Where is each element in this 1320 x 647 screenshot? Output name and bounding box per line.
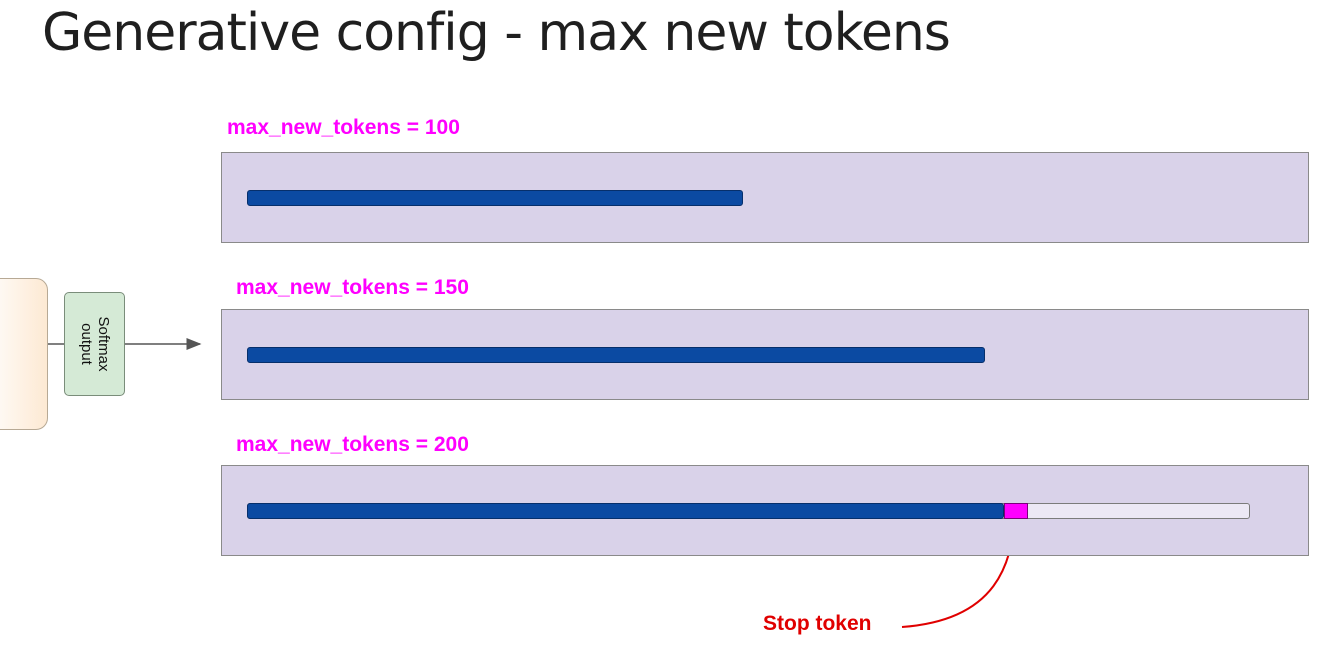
token-bar-100 bbox=[247, 190, 743, 206]
stop-token-marker bbox=[1004, 503, 1028, 519]
softmax-output-box: Softmax output bbox=[64, 292, 125, 396]
panel-label-100: max_new_tokens = 100 bbox=[227, 116, 460, 139]
token-bar-200 bbox=[247, 503, 1004, 519]
model-box bbox=[0, 278, 48, 430]
panel-200 bbox=[221, 465, 1309, 556]
stop-token-label: Stop token bbox=[763, 612, 872, 635]
panel-100 bbox=[221, 152, 1309, 243]
panel-label-200: max_new_tokens = 200 bbox=[236, 433, 469, 456]
token-bar-150 bbox=[247, 347, 985, 363]
panel-150 bbox=[221, 309, 1309, 400]
panel-label-150: max_new_tokens = 150 bbox=[236, 276, 469, 299]
page-title: Generative config - max new tokens bbox=[42, 3, 951, 63]
